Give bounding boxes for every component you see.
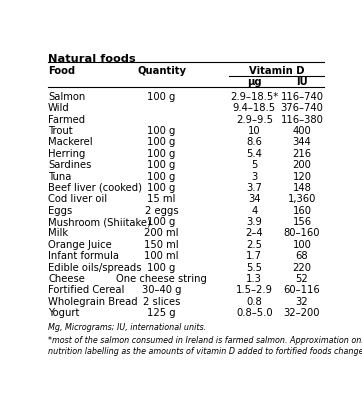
Text: IU: IU: [296, 77, 308, 87]
Text: Eggs: Eggs: [48, 206, 72, 216]
Text: Beef liver (cooked): Beef liver (cooked): [48, 183, 142, 193]
Text: Edible oils/spreads: Edible oils/spreads: [48, 263, 142, 273]
Text: Trout: Trout: [48, 126, 73, 136]
Text: 3.9: 3.9: [246, 217, 262, 227]
Text: 200 ml: 200 ml: [144, 228, 179, 238]
Text: 100 g: 100 g: [147, 172, 176, 182]
Text: Mackerel: Mackerel: [48, 137, 93, 147]
Text: 15 ml: 15 ml: [147, 194, 176, 204]
Text: 100 g: 100 g: [147, 160, 176, 170]
Text: 52: 52: [296, 274, 308, 284]
Text: 116–380: 116–380: [281, 114, 323, 124]
Text: 2 slices: 2 slices: [143, 297, 180, 307]
Text: 8.6: 8.6: [246, 137, 262, 147]
Text: 5.5: 5.5: [246, 263, 262, 273]
Text: Salmon: Salmon: [48, 92, 85, 102]
Text: 100 ml: 100 ml: [144, 251, 179, 261]
Text: 116–740: 116–740: [281, 92, 324, 102]
Text: Cheese: Cheese: [48, 274, 85, 284]
Text: Vitamin D: Vitamin D: [249, 66, 304, 76]
Text: 100 g: 100 g: [147, 92, 176, 102]
Text: 5.4: 5.4: [246, 149, 262, 159]
Text: 2–4: 2–4: [245, 228, 263, 238]
Text: 3: 3: [251, 172, 257, 182]
Text: 216: 216: [292, 149, 312, 159]
Text: 156: 156: [292, 217, 312, 227]
Text: 100 g: 100 g: [147, 149, 176, 159]
Text: 68: 68: [296, 251, 308, 261]
Text: 160: 160: [292, 206, 311, 216]
Text: 2.5: 2.5: [246, 240, 262, 250]
Text: 120: 120: [292, 172, 311, 182]
Text: *most of the salmon consumed in Ireland is farmed salmon. Approximation only; re: *most of the salmon consumed in Ireland …: [48, 336, 362, 356]
Text: Infant formula: Infant formula: [48, 251, 119, 261]
Text: Food: Food: [48, 66, 75, 76]
Text: 9.4–18.5: 9.4–18.5: [233, 103, 276, 113]
Text: Cod liver oil: Cod liver oil: [48, 194, 107, 204]
Text: 2.9–9.5: 2.9–9.5: [236, 114, 273, 124]
Text: Mushroom (Shiitake): Mushroom (Shiitake): [48, 217, 151, 227]
Text: Yogurt: Yogurt: [48, 308, 79, 318]
Text: Fortified Cereal: Fortified Cereal: [48, 286, 125, 296]
Text: 2.9–18.5*: 2.9–18.5*: [230, 92, 278, 102]
Text: 30–40 g: 30–40 g: [142, 286, 181, 296]
Text: Wholegrain Bread: Wholegrain Bread: [48, 297, 138, 307]
Text: 200: 200: [292, 160, 311, 170]
Text: 100 g: 100 g: [147, 137, 176, 147]
Text: 100 g: 100 g: [147, 217, 176, 227]
Text: 4: 4: [251, 206, 257, 216]
Text: 100 g: 100 g: [147, 126, 176, 136]
Text: 376–740: 376–740: [281, 103, 323, 113]
Text: Farmed: Farmed: [48, 114, 85, 124]
Text: 100: 100: [292, 240, 311, 250]
Text: 2 eggs: 2 eggs: [145, 206, 178, 216]
Text: Quantity: Quantity: [137, 66, 186, 76]
Text: 5: 5: [251, 160, 257, 170]
Text: 220: 220: [292, 263, 311, 273]
Text: Mg, Micrograms; IU, international units.: Mg, Micrograms; IU, international units.: [48, 323, 206, 332]
Text: Herring: Herring: [48, 149, 85, 159]
Text: Orange Juice: Orange Juice: [48, 240, 112, 250]
Text: 32–200: 32–200: [284, 308, 320, 318]
Text: 1.7: 1.7: [246, 251, 262, 261]
Text: 10: 10: [248, 126, 261, 136]
Text: 80–160: 80–160: [284, 228, 320, 238]
Text: 1.3: 1.3: [246, 274, 262, 284]
Text: 125 g: 125 g: [147, 308, 176, 318]
Text: 0.8: 0.8: [247, 297, 262, 307]
Text: 60–116: 60–116: [283, 286, 320, 296]
Text: 0.8–5.0: 0.8–5.0: [236, 308, 273, 318]
Text: Wild: Wild: [48, 103, 70, 113]
Text: 1,360: 1,360: [288, 194, 316, 204]
Text: One cheese string: One cheese string: [116, 274, 207, 284]
Text: μg: μg: [247, 77, 262, 87]
Text: 34: 34: [248, 194, 261, 204]
Text: 100 g: 100 g: [147, 263, 176, 273]
Text: 150 ml: 150 ml: [144, 240, 179, 250]
Text: 3.7: 3.7: [246, 183, 262, 193]
Text: Tuna: Tuna: [48, 172, 71, 182]
Text: 32: 32: [296, 297, 308, 307]
Text: Milk: Milk: [48, 228, 68, 238]
Text: 148: 148: [292, 183, 311, 193]
Text: Sardines: Sardines: [48, 160, 92, 170]
Text: 344: 344: [292, 137, 311, 147]
Text: 100 g: 100 g: [147, 183, 176, 193]
Text: 400: 400: [292, 126, 311, 136]
Text: Natural foods: Natural foods: [48, 54, 136, 64]
Text: 1.5–2.9: 1.5–2.9: [236, 286, 273, 296]
